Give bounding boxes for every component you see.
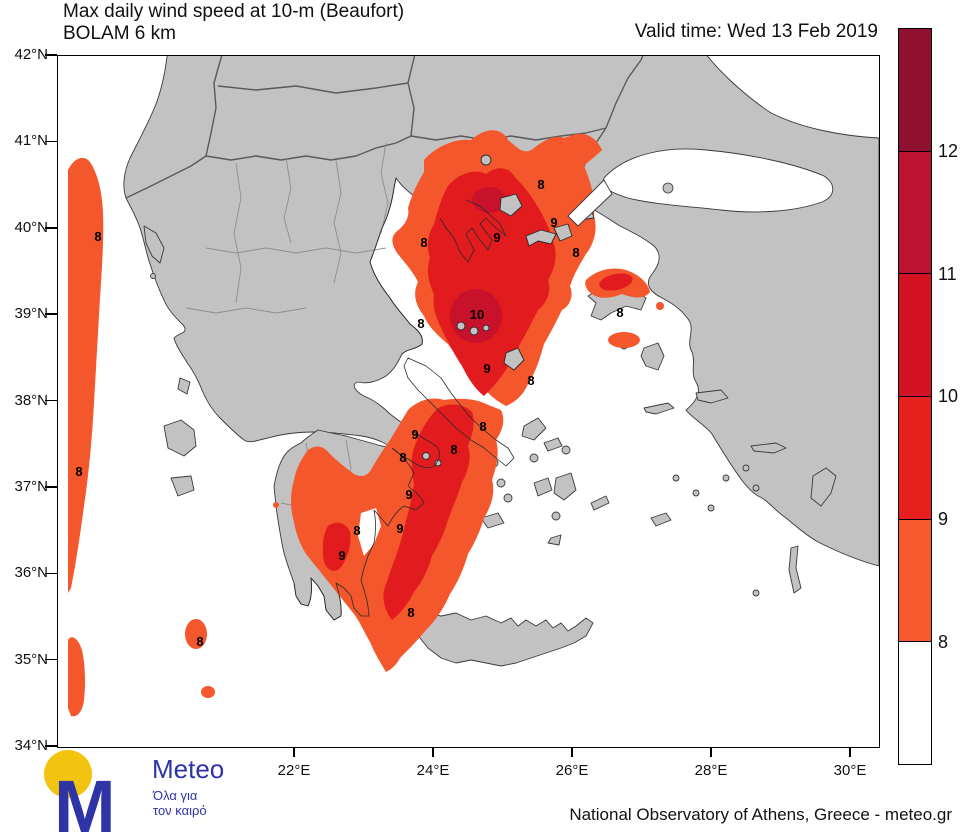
- wind-value-label: 8: [399, 450, 406, 465]
- lat-label: 42°N: [14, 46, 48, 63]
- lat-label: 37°N: [14, 477, 48, 495]
- lon-label: 22°E: [277, 762, 311, 779]
- wind-value-label: 9: [550, 215, 557, 230]
- wind-value-label: 8: [94, 229, 101, 244]
- wind-value-label: 8: [420, 235, 427, 250]
- lat-label: 34°N: [14, 737, 48, 754]
- logo-m-letter: M: [54, 765, 116, 834]
- footer-credit: National Observatory of Athens, Greece -…: [569, 805, 952, 824]
- wind-value-label: 10: [470, 307, 484, 322]
- lat-tick: [45, 313, 57, 315]
- sea-of-marmara: [567, 148, 834, 227]
- wind-value-label: 9: [493, 230, 500, 245]
- wind-value-label: 8: [479, 419, 486, 434]
- lon-label: 26°E: [555, 762, 589, 779]
- colorbar-tick-label: 8: [938, 632, 949, 653]
- wind-south-aegean-red: [383, 404, 474, 620]
- wind-value-label: 8: [537, 177, 544, 192]
- wind-lesbos-red: [599, 273, 633, 291]
- logo-tagline: Όλα για τον καιρό: [153, 788, 207, 818]
- islands-over-shading: [422, 154, 595, 467]
- lat-label: 35°N: [14, 650, 48, 668]
- wind-value-label: 9: [483, 361, 490, 376]
- wind-area-9-10: [322, 168, 633, 620]
- wind-value-label: 8: [527, 373, 534, 388]
- wind-value-label: 8: [417, 316, 424, 331]
- lat-tick: [45, 140, 57, 143]
- logo-tagline-line1: Όλα για: [153, 788, 198, 803]
- wind-value-label: 9: [396, 521, 403, 536]
- wind-value-label: 9: [338, 548, 345, 563]
- wind-value-label: 8: [616, 305, 623, 320]
- wind-antikythira: [201, 686, 215, 698]
- lon-label: 24°E: [416, 762, 450, 779]
- lon-tick: [849, 747, 851, 757]
- lon-label: 28°E: [694, 762, 728, 779]
- lat-label: 41°N: [14, 132, 48, 150]
- title-line-1: Max daily wind speed at 10-m (Beaufort): [63, 1, 405, 22]
- land-ionian-islands: [143, 225, 197, 497]
- lat-label: 40°N: [14, 218, 48, 236]
- land-aegean-islands: [480, 342, 837, 597]
- lon-tick: [432, 747, 434, 757]
- colorbar-tick-label: 12: [938, 140, 959, 161]
- lat-label: 38°N: [14, 391, 48, 409]
- map-title: Max daily wind speed at 10-m (Beaufort) …: [63, 1, 404, 45]
- lon-tick: [710, 747, 712, 757]
- wind-value-label: 9: [411, 427, 418, 442]
- meteo-logo: M Meteo Όλα για τον καιρό: [36, 748, 306, 834]
- colorbar-segment: [899, 29, 931, 152]
- lon-label: 30°E: [833, 762, 867, 779]
- lat-tick: [45, 227, 57, 229]
- wind-sw-peloponnese-red: [322, 522, 351, 571]
- lat-tick: [45, 399, 57, 402]
- lon-tick: [293, 747, 295, 757]
- wind-value-label: 8: [407, 605, 414, 620]
- title-line-2: BOLAM 6 km: [63, 23, 176, 44]
- meteo-logo-mark: M: [44, 750, 116, 834]
- lat-label: 39°N: [14, 305, 48, 323]
- colorbar-tick-label: 10: [938, 386, 959, 407]
- wind-ionian-strip: [68, 157, 104, 593]
- wind-value-label: 8: [572, 245, 579, 260]
- colorbar-segment: [899, 642, 931, 765]
- logo-sun-icon: [44, 750, 92, 798]
- logo-tagline-line2: τον καιρό: [153, 803, 207, 818]
- wind-value-label: 9: [405, 487, 412, 502]
- lon-tick: [571, 747, 573, 757]
- lat-tick: [45, 572, 57, 574]
- wind-value-label: 8: [353, 523, 360, 538]
- lat-tick: [45, 658, 57, 661]
- lat-tick: [45, 486, 57, 488]
- map-frame: 8 8 8 8 9 8 9 8 8 10 9 8 8 9 8 8 8 9 8 9 9 8: [57, 55, 880, 748]
- lat-label: 36°N: [14, 564, 48, 582]
- wind-north-aegean-red: [427, 168, 556, 396]
- valid-time-label: Valid time: Wed 13 Feb 2019: [634, 21, 878, 42]
- colorbar-segment: [899, 151, 931, 275]
- colorbar-tick-label: 11: [938, 263, 957, 284]
- colorbar-segment: [899, 397, 931, 520]
- logo-brand-text: Meteo: [152, 754, 225, 784]
- wind-kythira: [185, 619, 207, 649]
- wind-value-label: 8: [196, 634, 203, 649]
- wind-value-label: 8: [450, 442, 457, 457]
- colorbar-segment: [899, 519, 931, 643]
- wind-ionian-strip-south: [68, 637, 86, 717]
- lat-tick: [45, 54, 57, 56]
- colorbar: [898, 28, 932, 765]
- colorbar-segment: [899, 274, 931, 398]
- wind-value-label: 8: [75, 464, 82, 479]
- colorbar-tick-label: 9: [938, 509, 949, 530]
- coastlines-over-shading: [293, 177, 515, 621]
- land-crete: [407, 605, 594, 667]
- lat-tick: [45, 745, 57, 747]
